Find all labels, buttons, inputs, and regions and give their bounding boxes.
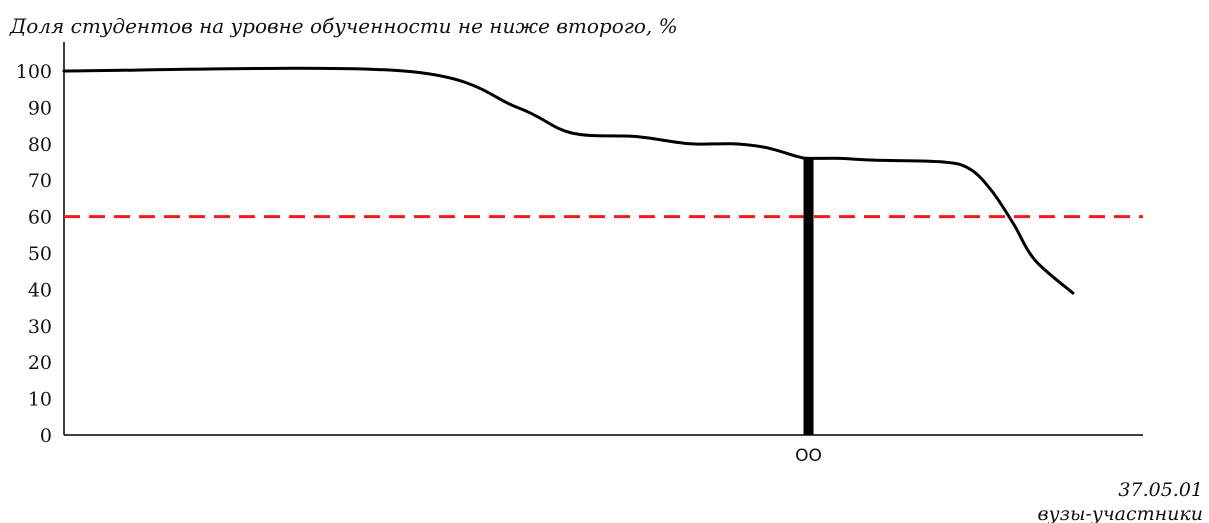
chart-title: Доля студентов на уровне обученности не … bbox=[9, 14, 678, 38]
y-tick-label: 50 bbox=[28, 243, 52, 265]
chart-marks bbox=[62, 66, 1143, 435]
y-tick-label: 10 bbox=[28, 389, 52, 411]
y-tick-label: 20 bbox=[28, 352, 52, 374]
x-axis-label: вузы-участники bbox=[1038, 503, 1204, 523]
series-line-0 bbox=[62, 66, 1075, 295]
y-tick-label: 70 bbox=[28, 170, 52, 192]
code-label: 37.05.01 bbox=[1118, 479, 1203, 501]
y-tick-label: 80 bbox=[28, 134, 52, 156]
y-tick-label: 90 bbox=[28, 97, 52, 119]
y-tick-label: 0 bbox=[40, 425, 52, 447]
marker-label: ОО bbox=[795, 446, 822, 466]
y-tick-labels: 0 10 20 30 40 50 60 70 80 90 100 bbox=[16, 61, 52, 447]
y-tick-label: 40 bbox=[28, 279, 52, 301]
y-tick-label: 60 bbox=[28, 207, 52, 229]
y-tick-label: 30 bbox=[28, 316, 52, 338]
y-tick-label: 100 bbox=[16, 61, 52, 83]
